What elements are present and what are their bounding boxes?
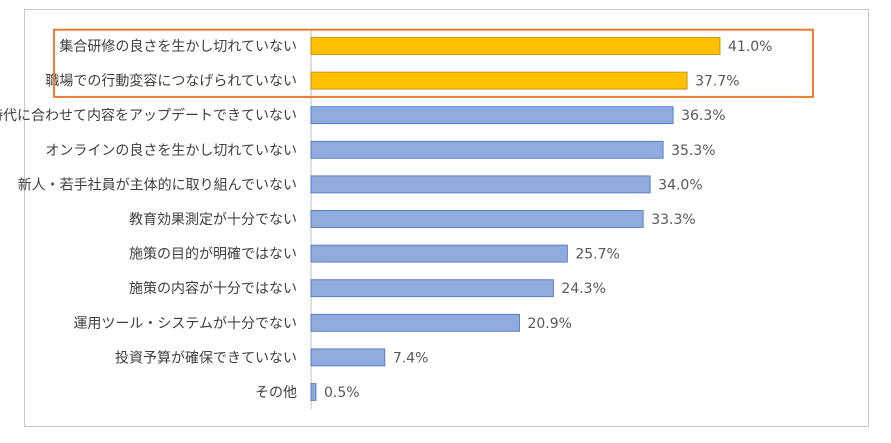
value-label-9: 7.4% — [393, 350, 429, 366]
category-label-8: 運用ツール・システムが十分でない — [73, 316, 297, 332]
value-label-10: 0.5% — [324, 385, 360, 401]
category-label-3: オンラインの良さを生かし切れていない — [45, 143, 297, 159]
bar-4 — [310, 175, 651, 194]
category-label-6: 施策の目的が明確ではない — [129, 246, 297, 263]
highlight-box — [53, 28, 814, 98]
category-label-10: その他 — [255, 385, 297, 401]
value-label-1: 37.7% — [695, 74, 739, 90]
category-label-7: 施策の内容が十分ではない — [129, 280, 297, 297]
bar-6 — [310, 244, 568, 263]
category-label-1: 職場での行動変容につなげられていない — [45, 73, 297, 90]
value-label-2: 36.3% — [681, 108, 725, 124]
bar-3 — [310, 140, 664, 159]
value-label-7: 24.3% — [561, 281, 605, 297]
category-label-4: 新人・若手社員が主体的に取り組んでいない — [18, 177, 297, 193]
bar-9 — [310, 348, 386, 367]
bar-1 — [310, 71, 688, 90]
category-label-0: 集合研修の良さを生かし切れていない — [59, 38, 297, 55]
bar-5 — [310, 210, 644, 228]
value-label-0: 41.0% — [728, 39, 772, 55]
bar-7 — [310, 279, 554, 298]
bar-10 — [310, 383, 317, 401]
category-label-5: 教育効果測定が十分でない — [129, 212, 297, 228]
value-label-6: 25.7% — [575, 247, 619, 263]
bar-0 — [310, 37, 721, 55]
value-label-4: 34.0% — [658, 177, 702, 193]
category-label-2: 時代に合わせて内容をアップデートできていない — [0, 107, 297, 124]
bar-8 — [310, 313, 520, 332]
category-label-9: 投資予算が確保できていない — [115, 350, 297, 366]
value-label-8: 20.9% — [527, 316, 571, 332]
value-label-5: 33.3% — [651, 212, 695, 228]
bar-2 — [310, 106, 674, 125]
value-label-3: 35.3% — [671, 143, 715, 159]
